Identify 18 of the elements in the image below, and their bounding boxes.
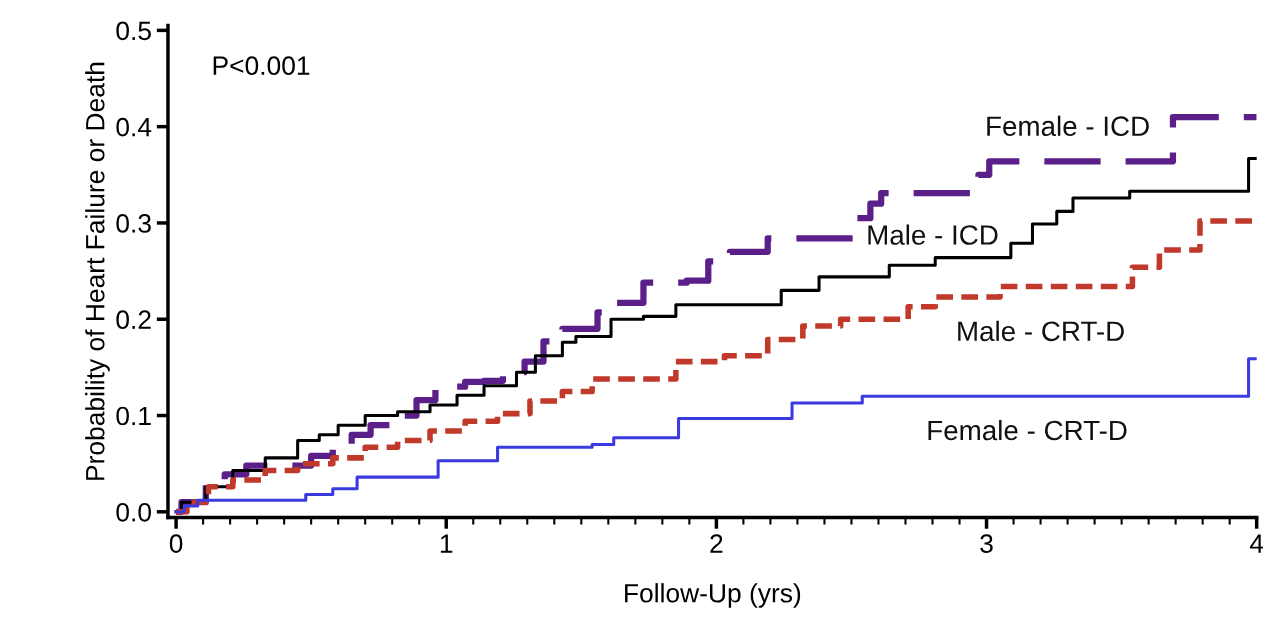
y-axis-title: Probability of Heart Failure or Death: [85, 62, 110, 480]
x-tick-label: 4: [1249, 534, 1263, 553]
y-tick-label: 0.3: [116, 214, 151, 233]
series-label: Female - ICD: [987, 115, 1149, 137]
y-tick-label: 0.0: [116, 502, 151, 522]
x-tick-label: 2: [710, 534, 723, 553]
y-tick-label: 0.5: [116, 21, 151, 41]
x-axis-title: Follow-Up (yrs): [625, 583, 801, 608]
series-label: Male - CRT-D: [958, 320, 1124, 342]
y-tick-label: 0.1: [116, 406, 151, 426]
y-tick-label: 0.4: [116, 117, 152, 137]
y-tick-label: 0.2: [116, 310, 151, 330]
annotation: P<0.001: [213, 56, 310, 76]
series-label: Male - ICD: [868, 224, 998, 245]
series-label: Female - CRT-D: [928, 419, 1127, 441]
x-tick-label: 3: [980, 534, 993, 553]
x-tick-label: 0: [169, 534, 183, 553]
x-tick-label: 1: [440, 534, 453, 553]
